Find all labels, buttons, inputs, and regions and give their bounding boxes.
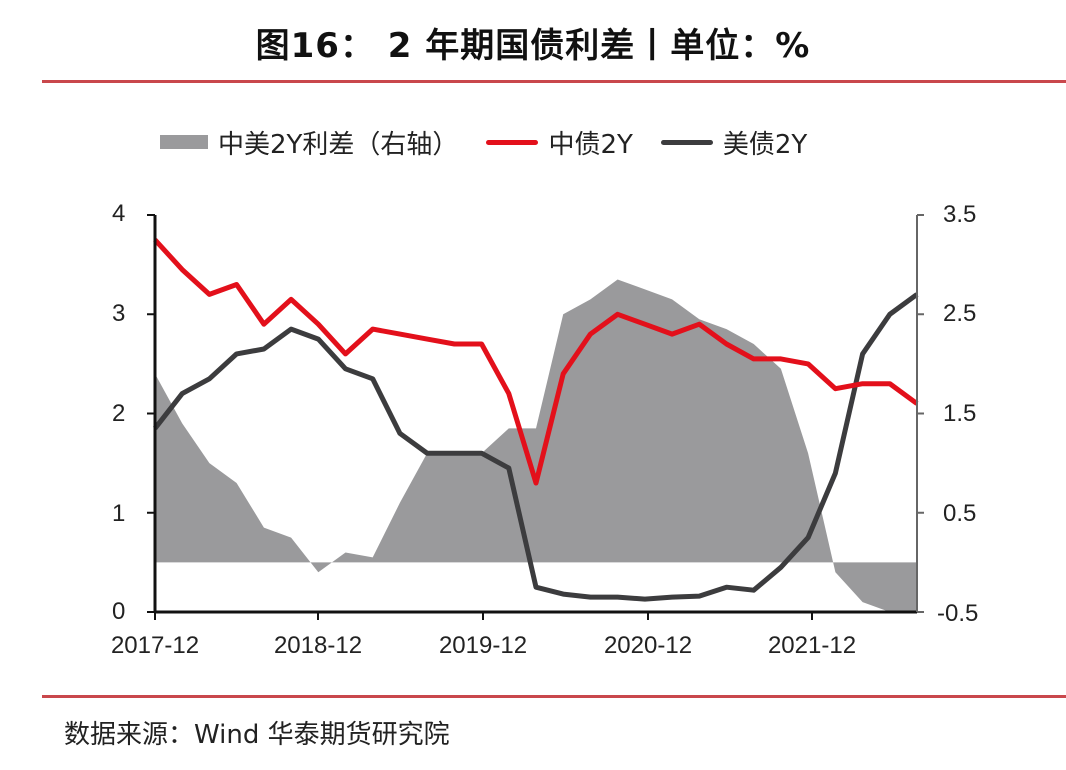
x-tick-label: 2021-12 [767,632,857,659]
left-tick-label: 0 [112,598,126,625]
x-tick-label: 2018-12 [273,632,363,659]
spread-area [155,279,917,612]
legend-item-cn2y: 中债2Y [486,124,633,161]
legend-label-spread: 中美2Y利差（右轴） [218,129,459,160]
legend-swatch-red-line-icon [486,139,539,145]
left-tick-label: 2 [112,400,126,427]
right-tick-label: 2.5 [943,300,977,327]
legend-swatch-area-icon [160,135,208,149]
left-tick-label: 3 [112,300,126,327]
left-tick-label: 4 [112,200,126,227]
chart-legend: 中美2Y利差（右轴） 中债2Y 美债2Y [160,122,835,162]
x-tick-label: 2017-12 [110,632,200,659]
legend-item-spread: 中美2Y利差（右轴） [160,124,458,161]
chart-title: 图16： 2 年期国债利差丨单位：% [255,26,811,66]
legend-label-cn2y: 中债2Y [548,129,633,160]
axes [147,214,924,620]
right-tick-label: 1.5 [943,400,977,427]
left-tick-label: 1 [112,500,126,527]
x-tick-label: 2020-12 [603,632,693,659]
legend-label-us2y: 美债2Y [722,129,808,160]
legend-item-us2y: 美债2Y [660,124,808,161]
right-tick-label: 0.5 [943,500,977,527]
us2y-line [153,292,919,602]
right-tick-label: -0.5 [937,600,979,627]
legend-swatch-dark-line-icon [660,139,713,145]
data-source-note: 数据来源：Wind 华泰期货研究院 [64,720,450,750]
right-tick-label: 3.5 [943,201,977,228]
cn2y-line [153,238,919,486]
bottom-divider [42,695,1066,698]
x-tick-label: 2019-12 [438,632,528,659]
top-divider [42,80,1066,83]
